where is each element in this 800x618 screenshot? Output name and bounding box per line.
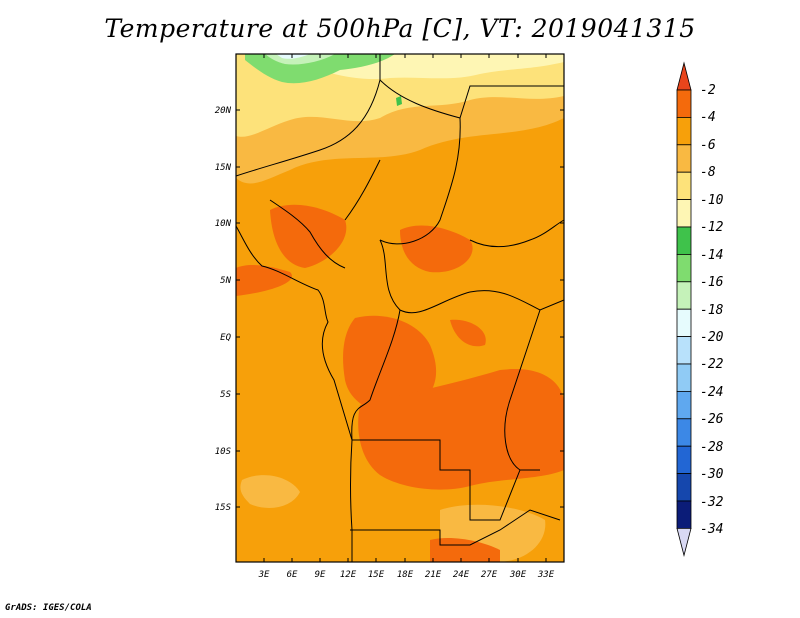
colorbar-swatch — [676, 226, 692, 255]
colorbar-swatch — [676, 308, 692, 338]
tick-marks — [236, 54, 564, 562]
colorbar-label: -22 — [700, 357, 724, 372]
colorbar-swatch — [676, 336, 692, 365]
colorbar-swatch — [676, 144, 692, 173]
colorbar-swatch — [676, 253, 692, 283]
lon-label: 12E — [340, 570, 357, 580]
lon-label: 27E — [481, 570, 498, 580]
colorbar-label: -26 — [700, 412, 724, 427]
colorbar-label: -12 — [700, 220, 724, 235]
colorbar-swatch — [676, 117, 692, 146]
colorbar-swatch — [676, 171, 692, 200]
lat-label: 15S — [215, 503, 232, 513]
country-borders — [235, 54, 565, 562]
colorbar-swatch — [676, 418, 692, 447]
credit-label: GrADS: IGES/COLA — [5, 603, 92, 613]
lon-label: 30E — [509, 570, 527, 580]
lat-label: 5N — [220, 276, 231, 286]
lat-label: EQ — [220, 333, 231, 343]
lon-label: 9E — [315, 570, 326, 580]
colorbar-label: -4 — [700, 110, 716, 125]
colorbar-label: -24 — [700, 385, 723, 400]
lat-label: 15N — [215, 163, 232, 173]
lon-label: 15E — [368, 570, 385, 580]
colorbar-label: -18 — [700, 303, 724, 318]
colorbar-top-arrow — [676, 61, 692, 91]
colorbar-label: -32 — [700, 495, 724, 510]
lon-label: 33E — [537, 570, 555, 580]
colorbar-label: -30 — [700, 467, 724, 482]
plot-title: Temperature at 500hPa [C], VT: 201904131… — [104, 14, 696, 43]
lon-label: 3E — [258, 570, 270, 580]
colorbar-label: -34 — [700, 522, 723, 537]
colorbar-label: -8 — [700, 165, 716, 180]
lat-label: 10N — [215, 219, 232, 229]
colorbar — [676, 61, 692, 557]
lon-axis: 3E 6E 9E 12E 15E 18E 21E 24E 27E 30E 33E — [258, 570, 555, 580]
colorbar-swatch — [676, 363, 692, 392]
lat-axis: 20N 15N 10N 5N EQ 5S 10S 15S — [215, 106, 232, 513]
colorbar-label: -28 — [700, 440, 724, 455]
colorbar-labels: -2 -4 -6 -8 -10 -12 -14 -16 -18 -20 -22 … — [700, 83, 724, 537]
colorbar-swatch — [676, 281, 692, 310]
colorbar-label: -10 — [700, 193, 724, 208]
lon-label: 24E — [453, 570, 470, 580]
colorbar-bottom-arrow — [676, 528, 692, 557]
lon-label: 21E — [425, 570, 442, 580]
lon-label: 18E — [397, 570, 414, 580]
lat-label: 10S — [215, 447, 232, 457]
colorbar-swatch — [676, 199, 692, 228]
lon-label: 6E — [287, 570, 298, 580]
colorbar-label: -16 — [700, 275, 724, 290]
lat-label: 20N — [215, 106, 232, 116]
colorbar-swatch — [676, 500, 692, 529]
colorbar-swatch — [676, 445, 692, 475]
map-frame — [235, 53, 565, 563]
colorbar-label: -2 — [700, 83, 716, 98]
colorbar-label: -14 — [700, 248, 723, 263]
colorbar-swatch — [676, 89, 692, 118]
colorbar-swatch — [676, 390, 692, 420]
lat-label: 5S — [220, 390, 231, 400]
colorbar-label: -6 — [700, 138, 716, 153]
temperature-field — [236, 54, 564, 562]
colorbar-swatch — [676, 473, 692, 502]
colorbar-label: -20 — [700, 330, 724, 345]
